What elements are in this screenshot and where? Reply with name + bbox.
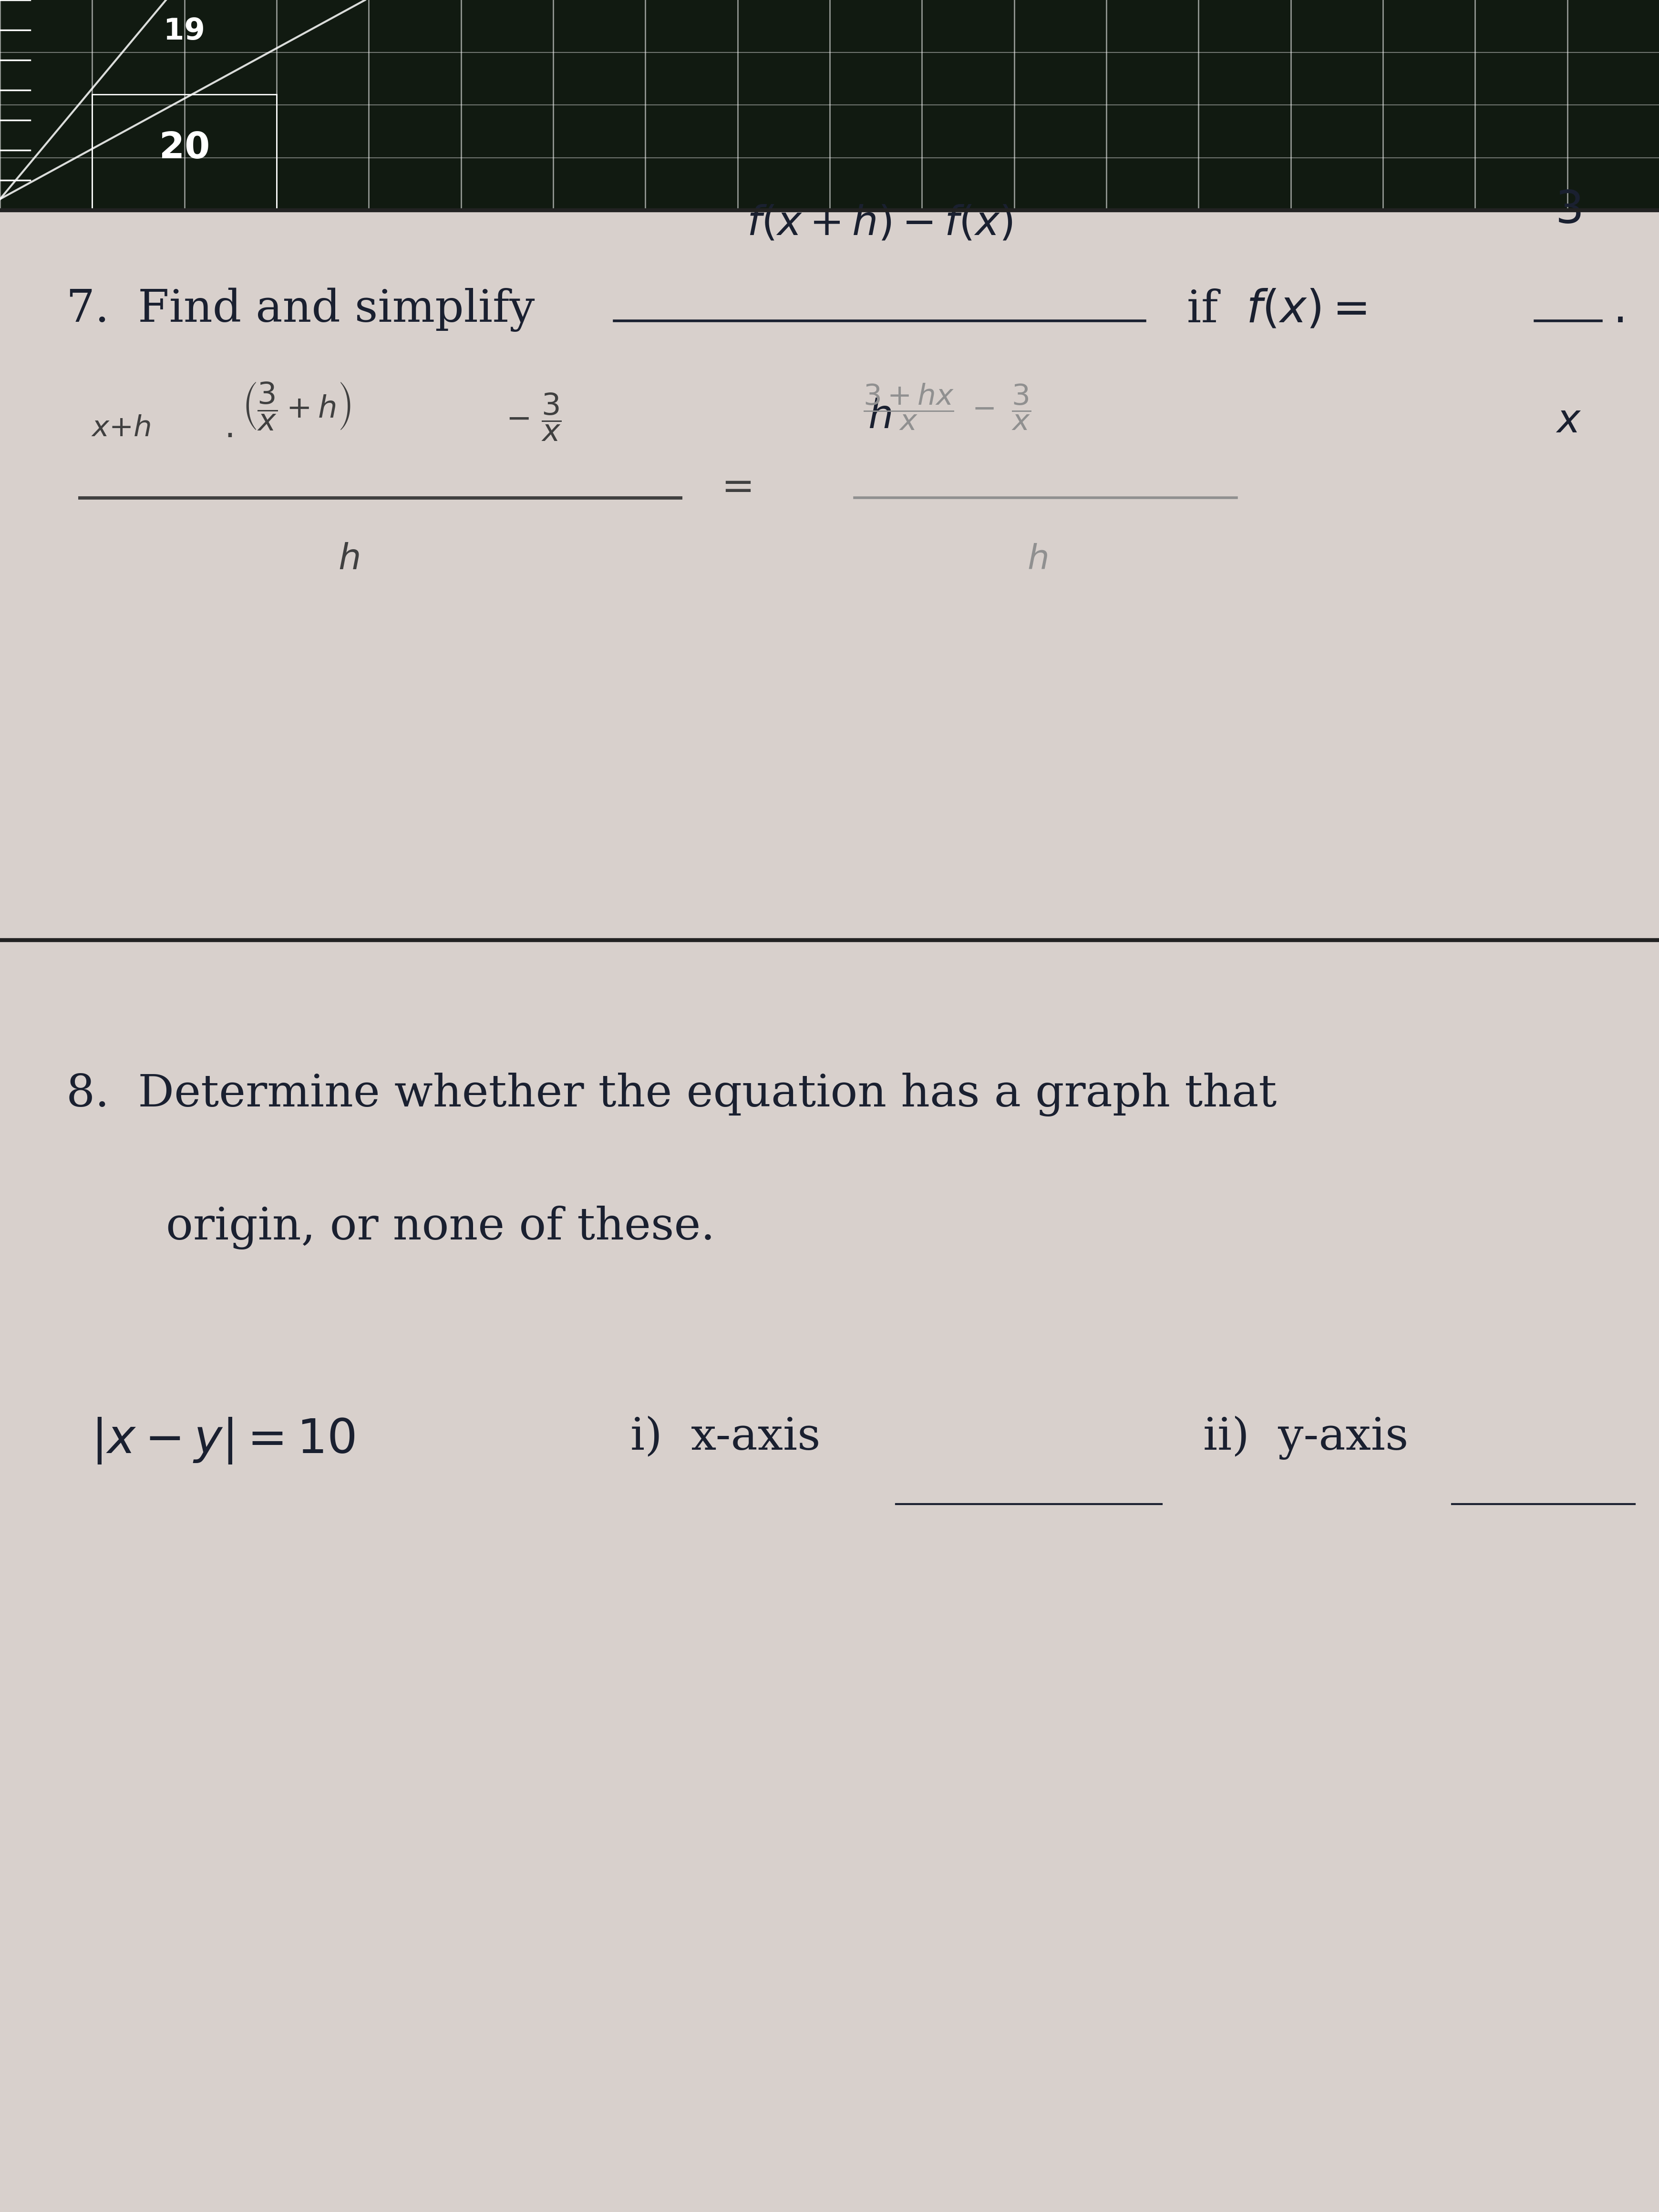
Text: $|x-y|=10$: $|x-y|=10$ xyxy=(91,1416,355,1464)
Text: $=$: $=$ xyxy=(713,467,752,507)
Text: $f(x+h)-f(x)$: $f(x+h)-f(x)$ xyxy=(747,204,1012,243)
Text: origin, or none of these.: origin, or none of these. xyxy=(166,1206,715,1250)
Text: .: . xyxy=(1613,288,1627,332)
Text: ii)  y-axis: ii) y-axis xyxy=(1203,1416,1408,1460)
Text: 7.  Find and simplify: 7. Find and simplify xyxy=(66,288,534,332)
Text: $h$: $h$ xyxy=(338,542,358,577)
Text: 20: 20 xyxy=(159,131,209,166)
Text: $x{+}h$: $x{+}h$ xyxy=(91,414,151,442)
Text: $x$: $x$ xyxy=(1554,403,1581,440)
Text: $h$: $h$ xyxy=(1027,542,1047,575)
Text: if  $f(x)=$: if $f(x)=$ xyxy=(1186,288,1367,332)
Text: $h$: $h$ xyxy=(868,398,891,436)
Bar xyxy=(93,95,277,210)
Text: $\dfrac{3+hx}{x}\ -\ \dfrac{3}{x}$: $\dfrac{3+hx}{x}\ -\ \dfrac{3}{x}$ xyxy=(863,383,1030,431)
Text: $-\ \dfrac{3}{x}$: $-\ \dfrac{3}{x}$ xyxy=(506,392,562,442)
Bar xyxy=(0,0,1659,210)
Text: $3$: $3$ xyxy=(1554,190,1581,232)
Text: $\!\left(\dfrac{3}{x}+h\right)$: $\!\left(\dfrac{3}{x}+h\right)$ xyxy=(246,380,350,431)
Text: $\cdot$: $\cdot$ xyxy=(224,420,232,453)
Text: i)  x-axis: i) x-axis xyxy=(630,1416,821,1458)
Text: 8.  Determine whether the equation has a graph that: 8. Determine whether the equation has a … xyxy=(66,1073,1276,1117)
Text: 19: 19 xyxy=(164,18,206,46)
